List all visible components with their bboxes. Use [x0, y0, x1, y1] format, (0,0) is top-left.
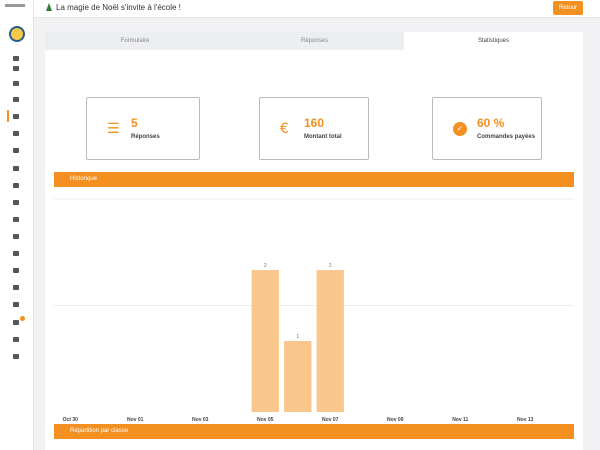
data-label: 2: [264, 263, 267, 269]
stat-label: Réponses: [131, 134, 160, 140]
x-tick-label: Nov 07: [322, 417, 339, 423]
section-header: Historique: [54, 172, 574, 187]
stat-label: Commandes payées: [477, 134, 536, 140]
stat-card: € 160 Montant total: [259, 97, 369, 160]
logo: [5, 4, 25, 7]
nav-icon[interactable]: [13, 302, 19, 307]
nav-icon[interactable]: [13, 166, 19, 171]
stat-value: 5: [131, 116, 138, 130]
sidebar: [0, 0, 34, 450]
nav-active: [7, 110, 9, 122]
nav-icon[interactable]: [13, 337, 19, 342]
nav-icon[interactable]: [13, 320, 19, 325]
page-title: La magie de Noël s'invite à l'école !: [56, 3, 181, 12]
stat-card: ✓ 60 % Commandes payées: [432, 97, 542, 160]
x-tick-label: Nov 13: [517, 417, 534, 423]
x-tick-label: Nov 05: [257, 417, 274, 423]
x-tick-label: Nov 09: [387, 417, 404, 423]
x-tick-label: Nov 01: [127, 417, 144, 423]
data-label: 1: [296, 334, 299, 340]
nav-icon[interactable]: [13, 234, 19, 239]
badge: [20, 316, 25, 321]
nav-icon[interactable]: [13, 183, 19, 188]
nav-icon[interactable]: [13, 268, 19, 273]
chart: Oct 30 Nov 01 Nov 03 Nov 05 2 1 Nov 07 2 Nov 09 N…: [54, 198, 574, 423]
stat-icon: €: [280, 121, 289, 137]
x-tick-label: Nov 03: [192, 417, 209, 423]
x-tick-label: Nov 11: [452, 417, 468, 423]
data-label: 2: [329, 263, 332, 269]
bar: [284, 341, 312, 412]
nav-icon[interactable]: [13, 217, 19, 222]
bar: [316, 270, 344, 412]
nav-icon[interactable]: [13, 56, 19, 61]
nav-icon[interactable]: [13, 148, 19, 153]
nav-icon[interactable]: [13, 354, 19, 359]
tab-active[interactable]: Statistiques: [404, 32, 583, 50]
nav-icon[interactable]: [13, 285, 19, 290]
stat-icon: ✓: [453, 122, 467, 136]
tab[interactable]: Formulaire: [45, 32, 225, 50]
nav-icon[interactable]: [13, 97, 19, 102]
nav-icon[interactable]: [13, 131, 19, 136]
avatar[interactable]: [9, 26, 25, 42]
stat-label: Montant total: [304, 134, 342, 140]
nav-icon[interactable]: [13, 251, 19, 256]
section-header: Répartition par classe: [54, 424, 574, 439]
stat-value: 160: [304, 116, 325, 130]
tab[interactable]: Réponses: [225, 32, 404, 50]
header: La magie de Noël s'invite à l'école ! Re…: [34, 0, 600, 18]
nav-icon[interactable]: [13, 200, 19, 205]
stat-icon: ☰: [107, 121, 120, 137]
tree-icon: [46, 3, 52, 11]
nav-icon[interactable]: [13, 66, 19, 71]
nav-icon[interactable]: [13, 81, 19, 86]
back-button[interactable]: Retour: [553, 1, 583, 15]
panel: Formulaire Réponses Statistiques ☰ 5 Rép…: [45, 32, 583, 450]
x-tick-label: Oct 30: [63, 417, 79, 423]
nav-icon[interactable]: [13, 114, 19, 119]
stat-value: 60 %: [477, 116, 505, 130]
bar: [251, 270, 279, 412]
stat-card: ☰ 5 Réponses: [86, 97, 200, 160]
